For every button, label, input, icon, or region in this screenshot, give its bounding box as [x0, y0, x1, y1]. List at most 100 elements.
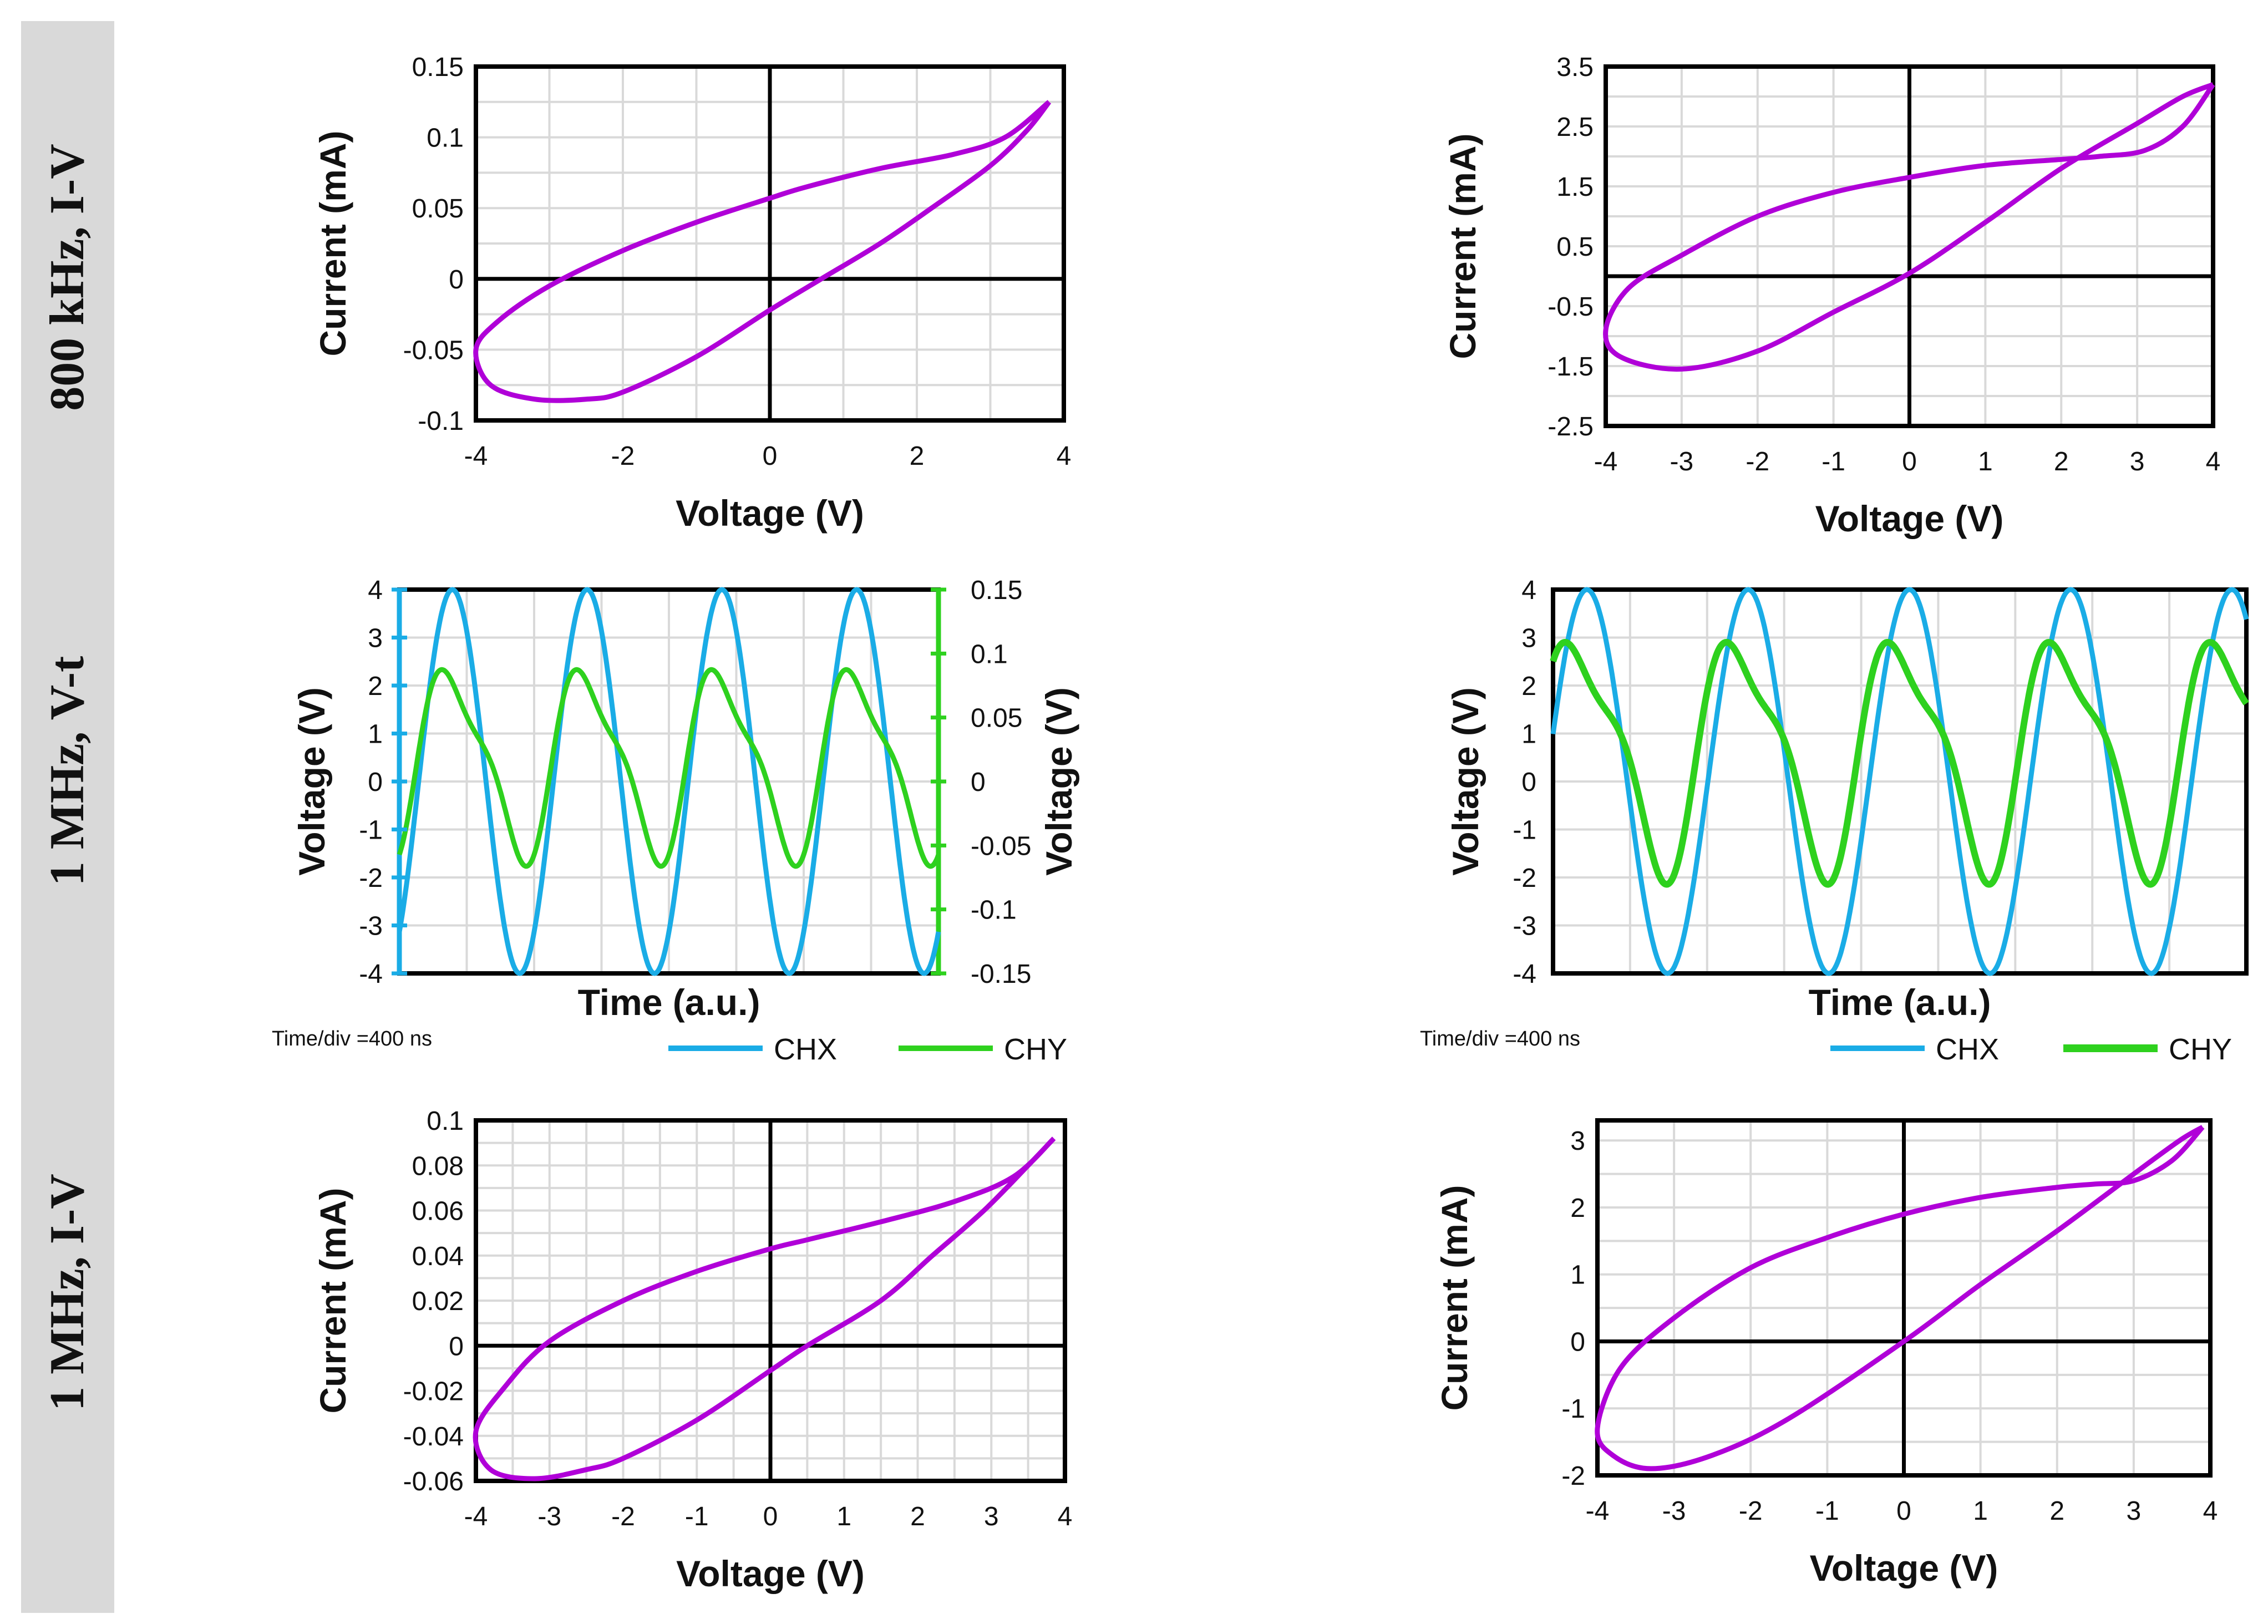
iv-loop-line	[473, 100, 1052, 403]
y-tick-label: 2	[1570, 1194, 1585, 1223]
iv-loop-line	[1603, 82, 2215, 372]
y-tick-label: -0.02	[403, 1377, 464, 1407]
y-tick-label: -2	[1513, 864, 1536, 893]
plot-frame	[1551, 587, 2249, 976]
x-axis-title: Voltage (V)	[676, 493, 864, 534]
x-tick-label: -4	[464, 1502, 488, 1531]
x-tick-label: 1	[1978, 447, 1993, 476]
y2-tick-label: -0.1	[971, 896, 1017, 925]
y-tick-label: -1	[359, 816, 383, 845]
y-tick-label: 0	[1521, 768, 1536, 797]
y-tick-label: 0.08	[412, 1151, 464, 1181]
y-tick-label: 1	[1521, 720, 1536, 749]
y-tick-label: -1.5	[1547, 352, 1594, 382]
y-tick-label: 1.5	[1556, 172, 1594, 202]
y-tick-label: -3	[359, 912, 383, 941]
x-tick-label: 1	[1973, 1496, 1988, 1526]
x-tick-label: 4	[1058, 1502, 1073, 1531]
y-tick-label: -0.04	[403, 1422, 464, 1452]
y-tick-label: 3.5	[1556, 53, 1594, 82]
label-band-background	[21, 21, 114, 1613]
x-axis-title: Voltage (V)	[676, 1553, 865, 1594]
y-tick-label: 0.04	[412, 1242, 464, 1271]
y-tick-label: 0	[449, 1332, 464, 1361]
y-axis-title: Voltage (V)	[1445, 687, 1486, 876]
x-tick-label: 2	[910, 1502, 925, 1531]
y-tick-label: 0.5	[1556, 232, 1594, 262]
plot-frame	[474, 64, 1066, 423]
time-per-division-note: Time/div =400 ns	[272, 1027, 432, 1050]
legend-label-chx: CHX	[774, 1033, 837, 1066]
y-tick-label: 0.1	[427, 124, 464, 153]
x-axis-title: Time (a.u.)	[578, 982, 760, 1023]
y-tick-label: 0.1	[427, 1107, 464, 1136]
chx-series-line	[1550, 587, 2249, 976]
y2-tick-label: -0.05	[971, 831, 1031, 861]
y-tick-label: 0.06	[412, 1197, 464, 1226]
x-tick-label: -1	[1815, 1496, 1839, 1526]
y-axis-title: Current (mA)	[312, 131, 353, 357]
x-tick-label: -2	[1739, 1496, 1763, 1526]
y-tick-label: 4	[1521, 576, 1536, 605]
y-tick-label: 4	[368, 576, 383, 605]
y-tick-label: 3	[1570, 1126, 1585, 1156]
chy-series-line	[397, 667, 941, 869]
y-tick-label: -2.5	[1547, 412, 1594, 441]
y-tick-label: -0.06	[403, 1467, 464, 1496]
x-tick-label: -4	[1594, 447, 1618, 476]
plot-frame	[1595, 1118, 2213, 1478]
x-tick-label: -1	[1821, 447, 1845, 476]
y-tick-label: 2.5	[1556, 113, 1594, 142]
y-tick-label: -4	[359, 960, 383, 989]
x-tick-label: 3	[2130, 447, 2145, 476]
y2-tick-label: 0.15	[971, 576, 1022, 605]
y-axis-title: Current (mA)	[1442, 134, 1483, 359]
row-label-0: 800 kHz, I-V	[40, 144, 94, 411]
x-tick-label: -2	[611, 1502, 635, 1531]
x-axis-title: Voltage (V)	[1810, 1547, 1998, 1589]
chart-vt-1m-left: -4 -3 -2 -1 0 1 2 3 4 -0.15 -0.1 -0.05 0 0.05 0.1 0.15 V…	[272, 576, 1079, 1066]
y-tick-label: -1	[1561, 1394, 1585, 1424]
x-tick-label: 2	[910, 441, 925, 471]
y2-tick-label: 0.1	[971, 640, 1008, 669]
y2-tick-label: 0	[971, 768, 986, 797]
row-label-2: 1 MHz, I-V	[40, 1174, 94, 1411]
y-tick-label: -0.1	[418, 407, 464, 436]
x-tick-label: 4	[2206, 447, 2221, 476]
time-per-division-note: Time/div =400 ns	[1420, 1027, 1580, 1050]
x-tick-label: -3	[537, 1502, 561, 1531]
row-label-1: 1 MHz, V-t	[40, 656, 94, 886]
y-tick-label: 3	[1521, 624, 1536, 653]
y-tick-label: 2	[368, 672, 383, 701]
legend-label-chx: CHX	[1936, 1033, 1999, 1066]
chy-series-line	[1550, 638, 2249, 888]
chart-iv-1m-left: -4 -3 -2 -1 0 1 2 3 4 -0.06 -0.04 -0.02 0 0.02 0.04 0.0…	[312, 1107, 1072, 1594]
legend-label-chy: CHY	[2169, 1033, 2232, 1066]
x-tick-label: -4	[464, 441, 488, 471]
y-tick-label: 0.15	[412, 53, 464, 82]
y-tick-label: 2	[1521, 672, 1536, 701]
x-tick-label: 4	[1057, 441, 1072, 471]
y2-tick-label: 0.05	[971, 704, 1022, 733]
y-tick-label: 3	[368, 624, 383, 653]
x-tick-label: 4	[2203, 1496, 2218, 1526]
x-tick-label: 1	[836, 1502, 851, 1531]
chart-iv-800k-right: -4 -3 -2 -1 0 1 2 3 4 -2.5 -1.5 -0.5 0.5 1.5 2.5 3.5 Vol…	[1442, 53, 2220, 539]
legend: CHX CHY	[1830, 1033, 2232, 1066]
legend-label-chy: CHY	[1004, 1033, 1067, 1066]
iv-loop-line	[473, 1136, 1056, 1481]
y-axis-title: Current (mA)	[1434, 1185, 1475, 1411]
y-tick-label: 0	[1570, 1327, 1585, 1357]
y-tick-label: -0.05	[403, 336, 464, 365]
y-tick-label: -2	[1561, 1461, 1585, 1491]
y-tick-label: -0.5	[1547, 292, 1594, 322]
x-tick-label: -3	[1662, 1496, 1686, 1526]
y-tick-label: -2	[359, 864, 383, 893]
chx-series-line	[397, 587, 941, 976]
iv-loop-line	[1595, 1125, 2205, 1471]
y-axis-title: Voltage (V)	[291, 687, 332, 876]
y-tick-label: -3	[1513, 912, 1536, 941]
chart-iv-1m-right: -4 -3 -2 -1 0 1 2 3 4 -2 -1 0 1 2 3 Voltage (V) Current …	[1434, 1118, 2218, 1589]
x-tick-label: -3	[1670, 447, 1694, 476]
